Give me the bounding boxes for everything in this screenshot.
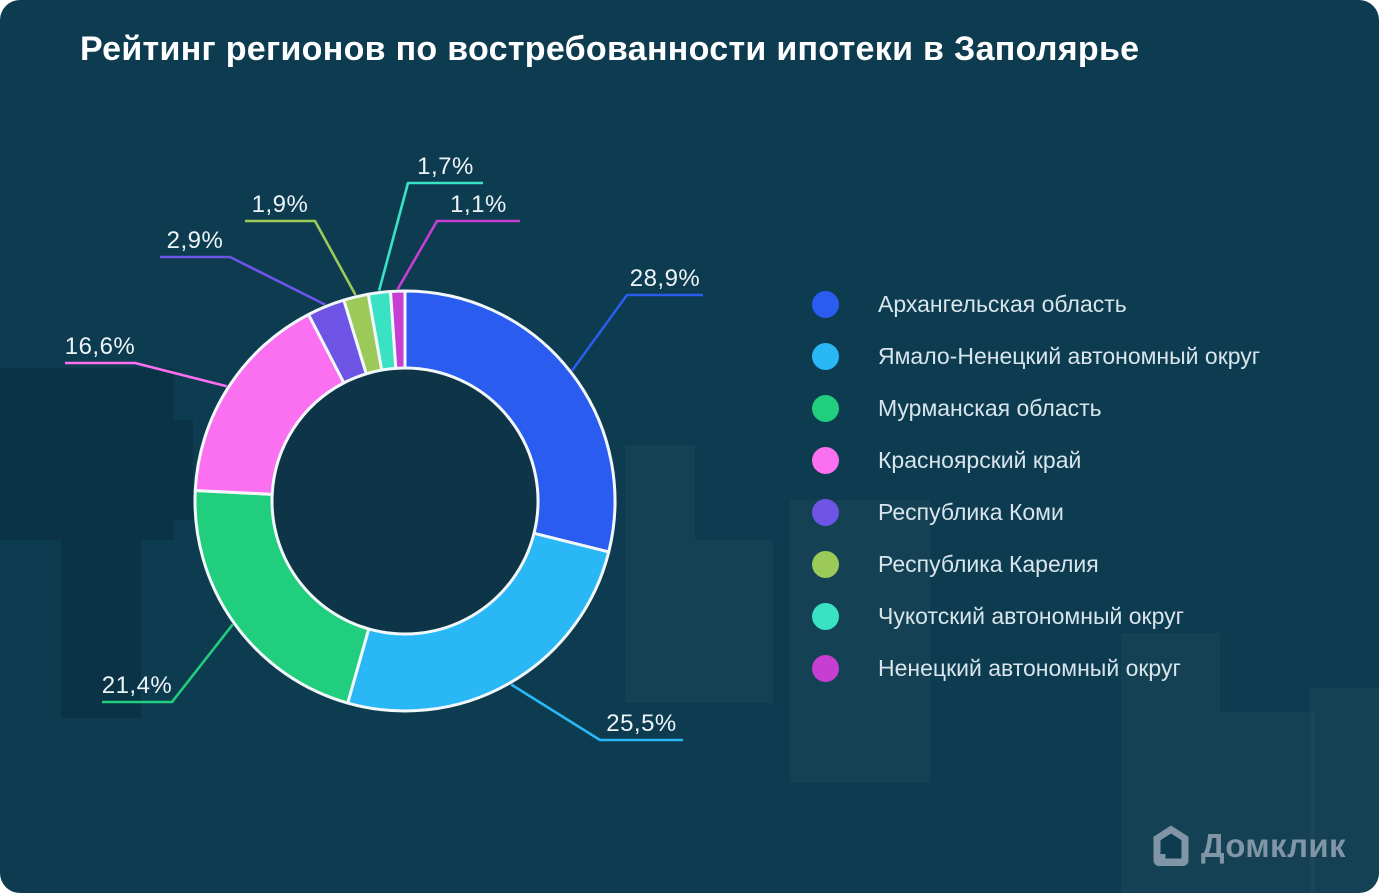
logo-text: Домклик [1201, 827, 1346, 864]
legend-item-label: Мурманская область [878, 395, 1102, 421]
legend-color-dot [812, 343, 839, 370]
legend-item: Мурманская область [812, 395, 1260, 422]
legend-color-dot [812, 447, 839, 474]
legend-item: Ямало-Ненецкий автономный округ [812, 343, 1260, 370]
background-building [0, 368, 174, 540]
slice-value-label: 28,9% [630, 265, 701, 292]
slice-value-label: 25,5% [606, 710, 677, 737]
legend-color-dot [812, 291, 839, 318]
callout-line [510, 683, 683, 742]
donut-slice-8 [389, 289, 407, 370]
donut-slice-3 [193, 488, 371, 705]
legend-item-label: Архангельская область [878, 291, 1127, 317]
slice-value-label: 2,9% [167, 227, 224, 254]
legend-item: Красноярский край [812, 447, 1260, 474]
domclick-logo: Домклик [1150, 823, 1346, 869]
page-title: Рейтинг регионов по востребованности ипо… [80, 30, 1140, 68]
donut-hole [272, 368, 538, 634]
slice-value-label: 1,1% [450, 191, 507, 218]
legend-item: Чукотский автономный округ [812, 603, 1260, 630]
legend-color-dot [812, 655, 839, 682]
callout-line [396, 219, 520, 290]
legend-color-dot [812, 499, 839, 526]
legend-item-label: Ямало-Ненецкий автономный округ [878, 343, 1261, 369]
background-building [174, 420, 193, 520]
background-building [61, 540, 141, 718]
callout-line [377, 181, 483, 291]
legend-item-label: Республика Коми [878, 499, 1064, 525]
legend-color-dot [812, 551, 839, 578]
legend-item: Республика Карелия [812, 551, 1260, 578]
donut-slice-1 [403, 289, 617, 554]
legend-color-dot [812, 395, 839, 422]
legend-item-label: Чукотский автономный округ [878, 603, 1184, 629]
legend-color-dot [812, 603, 839, 630]
slice-value-label: 1,7% [417, 153, 474, 180]
slice-value-label: 16,6% [65, 333, 136, 360]
callout-line [571, 293, 703, 372]
callout-line [160, 255, 326, 306]
legend-item: Республика Коми [812, 499, 1260, 526]
callout-line [102, 623, 234, 704]
chart-legend: Архангельская область Ямало-Ненецкий авто… [812, 291, 1260, 682]
legend-item-label: Красноярский край [878, 447, 1082, 473]
slice-value-label: 1,9% [252, 191, 309, 218]
slice-value-label: 21,4% [102, 672, 173, 699]
callout-line [245, 219, 357, 296]
house-logo-icon [1153, 825, 1189, 866]
legend-item: Ненецкий автономный округ [812, 655, 1260, 682]
legend-item-label: Ненецкий автономный округ [878, 655, 1181, 681]
donut-slice-2 [346, 531, 611, 713]
legend-item-label: Республика Карелия [878, 551, 1099, 577]
callout-line [65, 361, 228, 388]
legend-item: Архангельская область [812, 291, 1260, 318]
